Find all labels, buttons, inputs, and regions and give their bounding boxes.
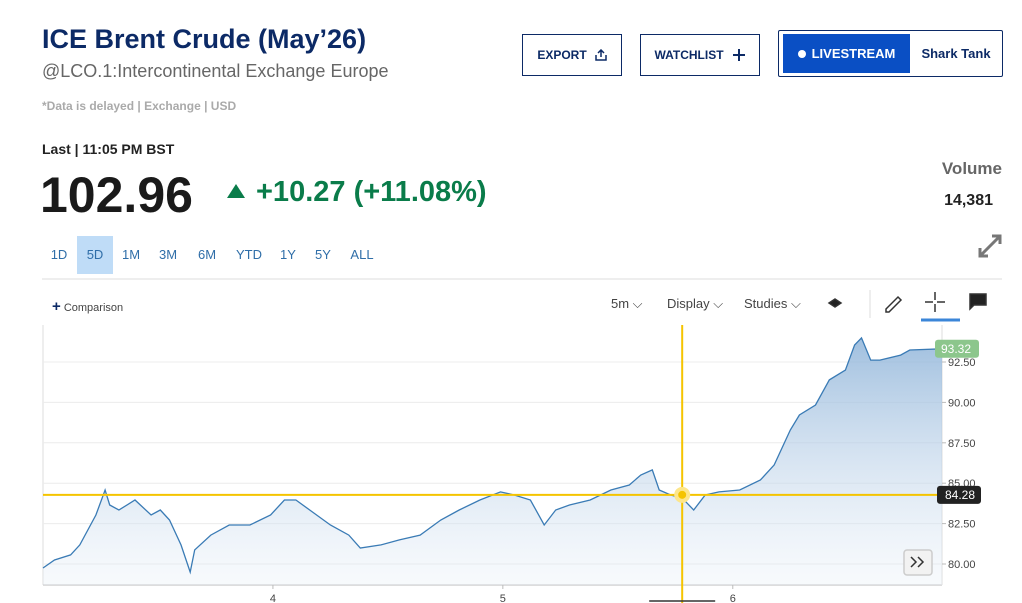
price-line	[42, 336, 943, 575]
scroll-icon	[910, 556, 925, 568]
x-tick-label: 4	[270, 593, 276, 603]
last-value-box	[935, 339, 979, 358]
x-tick-label: 6	[730, 593, 736, 603]
crosshair-value-label: 84.28	[945, 488, 975, 502]
interval[interactable]: 5m ⌵	[611, 296, 643, 311]
label: LIVESTREAM	[811, 46, 896, 61]
display-menu[interactable]: Display ⌵	[667, 296, 724, 311]
label: Comparison	[63, 302, 124, 314]
up-arrow	[227, 184, 245, 198]
range-tab[interactable]: 6M	[197, 247, 217, 262]
livestream-button[interactable]: LIVESTREAM Shark Tank	[778, 30, 1003, 77]
comparison[interactable]: + Comparison	[52, 298, 124, 315]
range-tab[interactable]: 1M	[121, 247, 141, 262]
y-tick-label: 82.50	[948, 519, 976, 531]
disclaimer: *Data is delayed | Exchange | USD	[42, 99, 237, 113]
last-label: Last | 11:05 PM BST	[42, 141, 175, 157]
comment-icon[interactable]	[969, 293, 987, 311]
range-tab[interactable]: YTD	[236, 247, 262, 262]
range-tab[interactable]: 5D	[77, 236, 113, 274]
price: 102.96	[40, 167, 193, 223]
crosshair-value-box	[937, 485, 981, 504]
export-button[interactable]: EXPORT	[522, 34, 622, 76]
y-tick-label: 87.50	[948, 438, 976, 450]
range-tab[interactable]: 1D	[50, 247, 68, 262]
change: +10.27 (+11.08%)	[256, 176, 487, 208]
show-name[interactable]: Shark Tank	[921, 46, 991, 61]
icons	[227, 184, 1002, 576]
x-tick-label: 5	[500, 593, 506, 603]
crosshair-dot	[674, 486, 691, 503]
watchlist-button[interactable]: WATCHLIST	[640, 34, 760, 76]
export-icon	[594, 49, 607, 61]
crosshair-icon[interactable]	[925, 292, 945, 312]
range-tab[interactable]: 1Y	[280, 247, 296, 262]
label: Studies	[744, 296, 788, 311]
volume: 14,381	[944, 192, 993, 209]
pencil-icon[interactable]	[885, 295, 903, 313]
label: WATCHLIST	[654, 48, 724, 62]
label: EXPORT	[537, 48, 587, 62]
y-tick-label: 92.50	[948, 357, 976, 369]
label: 5m	[611, 296, 630, 311]
y-tick-label: 80.00	[948, 559, 976, 571]
range-tab[interactable]: 5Y	[315, 247, 331, 262]
gear-icon[interactable]	[827, 298, 843, 308]
label: Display	[667, 296, 710, 311]
plus-icon	[732, 49, 745, 61]
studies-menu[interactable]: Studies ⌵	[744, 296, 801, 311]
title: ICE Brent Crude (May’26)	[42, 24, 367, 54]
scroll-button[interactable]	[903, 549, 933, 576]
area-fill	[43, 337, 942, 585]
expand-icon[interactable]	[978, 234, 1002, 258]
livestream[interactable]: LIVESTREAM	[783, 34, 910, 73]
range-tab[interactable]: ALL	[350, 247, 374, 262]
volume-label: Volume	[941, 159, 1002, 178]
last-value-label: 93.32	[941, 342, 971, 356]
subtitle: @LCO.1:Intercontinental Exchange Europe	[42, 61, 389, 81]
y-tick-label: 90.00	[948, 397, 976, 409]
range-tab[interactable]: 3M	[158, 247, 178, 262]
